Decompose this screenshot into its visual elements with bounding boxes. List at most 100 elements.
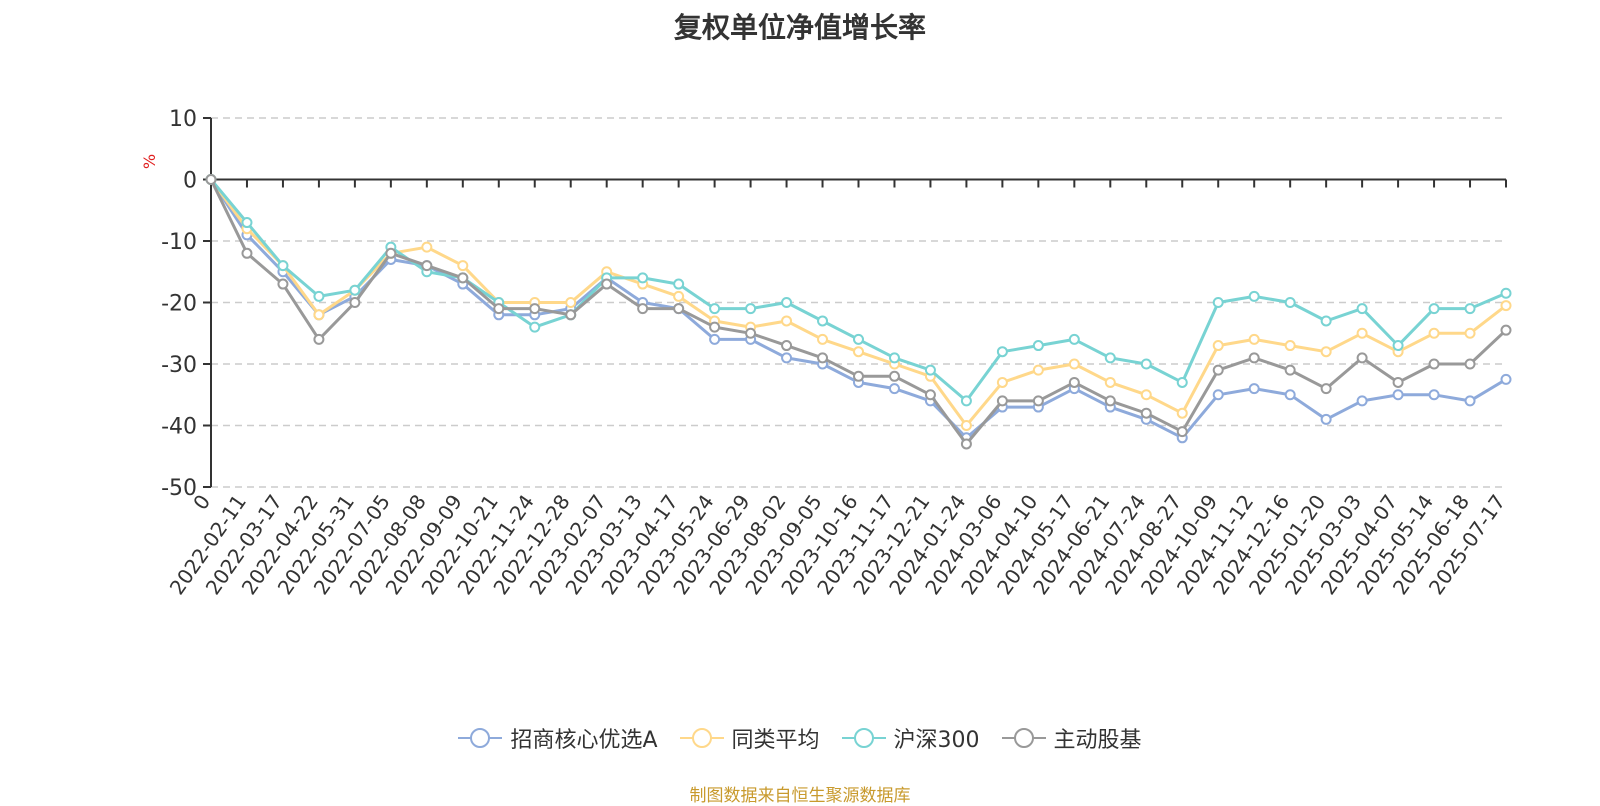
data-point — [1500, 373, 1512, 385]
data-point — [565, 297, 577, 308]
data-point — [709, 333, 721, 345]
legend-item[interactable]: 沪深300 — [841, 722, 980, 754]
data-point — [1104, 395, 1116, 407]
data-point — [1464, 303, 1476, 315]
line-chart-plot: 100-10-20-30-40-5002022-02-112022-03-172… — [161, 107, 1512, 599]
data-point — [457, 260, 469, 272]
legend-item[interactable]: 同类平均 — [679, 722, 820, 754]
series-4 — [205, 174, 1512, 450]
data-point — [709, 303, 721, 315]
data-point — [745, 303, 757, 315]
data-point — [1284, 340, 1296, 352]
legend-label: 同类平均 — [731, 728, 820, 753]
y-tick-label: 0 — [183, 169, 197, 194]
data-point — [1176, 407, 1188, 419]
data-point — [1356, 352, 1368, 364]
data-point — [421, 260, 433, 272]
data-point — [1284, 297, 1296, 308]
y-tick-label: -30 — [161, 353, 197, 378]
y-tick-label: -50 — [161, 476, 197, 501]
legend-label: 沪深300 — [893, 728, 980, 753]
data-point — [1320, 413, 1332, 425]
data-point — [1392, 389, 1404, 401]
data-point — [1428, 303, 1440, 315]
y-tick-label: -40 — [161, 415, 197, 440]
data-point — [1140, 389, 1152, 401]
data-point — [1284, 364, 1296, 376]
legend-label: 主动股基 — [1053, 728, 1142, 753]
series-1 — [205, 174, 1512, 444]
data-point — [1320, 346, 1332, 358]
series-line — [209, 178, 1508, 446]
data-point — [277, 260, 289, 272]
data-point — [1068, 358, 1080, 370]
data-point — [1428, 389, 1440, 401]
data-point — [960, 395, 972, 407]
data-point — [1068, 376, 1080, 388]
data-point — [313, 309, 325, 321]
data-point — [493, 303, 505, 315]
data-point — [924, 389, 936, 401]
data-point — [1356, 395, 1368, 407]
data-point — [853, 370, 864, 382]
legend-line-marker-icon — [458, 728, 503, 748]
data-point — [1428, 327, 1440, 339]
data-point — [1284, 389, 1296, 401]
data-point — [1212, 389, 1224, 401]
legend-item[interactable]: 主动股基 — [1001, 722, 1142, 754]
data-point — [1500, 324, 1512, 336]
data-point — [1392, 376, 1404, 388]
legend: 招商核心优选A 同类平均 沪深300 主动股基 — [0, 722, 1600, 754]
data-point — [853, 333, 864, 345]
data-point — [385, 247, 397, 259]
data-point — [1212, 297, 1224, 308]
data-point — [637, 303, 649, 315]
data-point — [349, 284, 361, 296]
data-point — [1248, 383, 1260, 395]
data-point — [1464, 358, 1476, 370]
chart-title: 复权单位净值增长率 — [673, 11, 926, 44]
data-point — [241, 217, 253, 229]
data-point — [817, 315, 829, 327]
data-point — [457, 272, 469, 284]
legend-line-marker-icon — [679, 728, 724, 748]
data-point — [1464, 395, 1476, 407]
data-point — [1248, 333, 1260, 345]
data-point — [673, 303, 685, 315]
data-point — [1356, 327, 1368, 339]
legend-line-marker-icon — [841, 728, 886, 748]
data-point — [241, 247, 253, 259]
data-point — [1104, 352, 1116, 364]
data-source-note: 制图数据来自恒生聚源数据库 — [689, 786, 911, 806]
data-point — [1464, 327, 1476, 339]
data-point — [996, 346, 1008, 358]
data-point — [673, 290, 685, 302]
data-point — [924, 364, 936, 376]
data-point — [817, 352, 829, 364]
data-point — [996, 395, 1008, 407]
data-point — [1392, 340, 1404, 352]
x-tick-label: 0 — [188, 490, 215, 514]
legend-line-marker-icon — [1001, 728, 1046, 748]
data-point — [781, 297, 793, 308]
data-point — [1032, 395, 1044, 407]
data-point — [637, 272, 649, 284]
data-point — [1356, 303, 1368, 315]
data-point — [817, 333, 829, 345]
y-tick-label: -10 — [161, 230, 197, 255]
series-line — [209, 178, 1507, 403]
data-point — [1248, 352, 1260, 364]
data-point — [313, 290, 325, 302]
data-point — [1212, 364, 1224, 376]
legend-label: 招商核心优选A — [510, 728, 658, 753]
data-point — [1320, 383, 1332, 395]
data-point — [709, 321, 721, 333]
y-tick-label: 10 — [169, 107, 197, 132]
data-point — [1104, 376, 1116, 388]
data-point — [996, 376, 1008, 388]
series-2 — [205, 174, 1512, 431]
data-point — [888, 383, 900, 395]
data-point — [1032, 340, 1044, 352]
legend-item[interactable]: 招商核心优选A — [458, 722, 658, 754]
data-point — [1068, 333, 1080, 345]
